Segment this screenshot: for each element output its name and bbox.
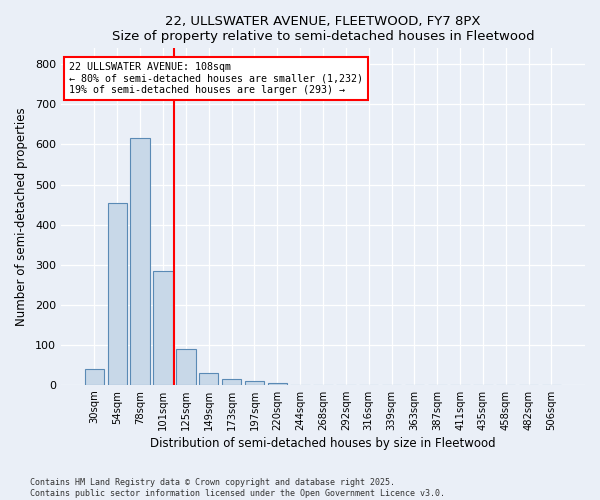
Bar <box>245 381 264 385</box>
Title: 22, ULLSWATER AVENUE, FLEETWOOD, FY7 8PX
Size of property relative to semi-detac: 22, ULLSWATER AVENUE, FLEETWOOD, FY7 8PX… <box>112 15 534 43</box>
Bar <box>154 270 173 385</box>
X-axis label: Distribution of semi-detached houses by size in Fleetwood: Distribution of semi-detached houses by … <box>150 437 496 450</box>
Bar <box>199 373 218 385</box>
Text: Contains HM Land Registry data © Crown copyright and database right 2025.
Contai: Contains HM Land Registry data © Crown c… <box>30 478 445 498</box>
Bar <box>85 369 104 385</box>
Bar <box>107 202 127 385</box>
Bar <box>222 379 241 385</box>
Bar <box>268 383 287 385</box>
Text: 22 ULLSWATER AVENUE: 108sqm
← 80% of semi-detached houses are smaller (1,232)
19: 22 ULLSWATER AVENUE: 108sqm ← 80% of sem… <box>69 62 363 95</box>
Y-axis label: Number of semi-detached properties: Number of semi-detached properties <box>15 108 28 326</box>
Bar <box>176 349 196 385</box>
Bar <box>130 138 150 385</box>
